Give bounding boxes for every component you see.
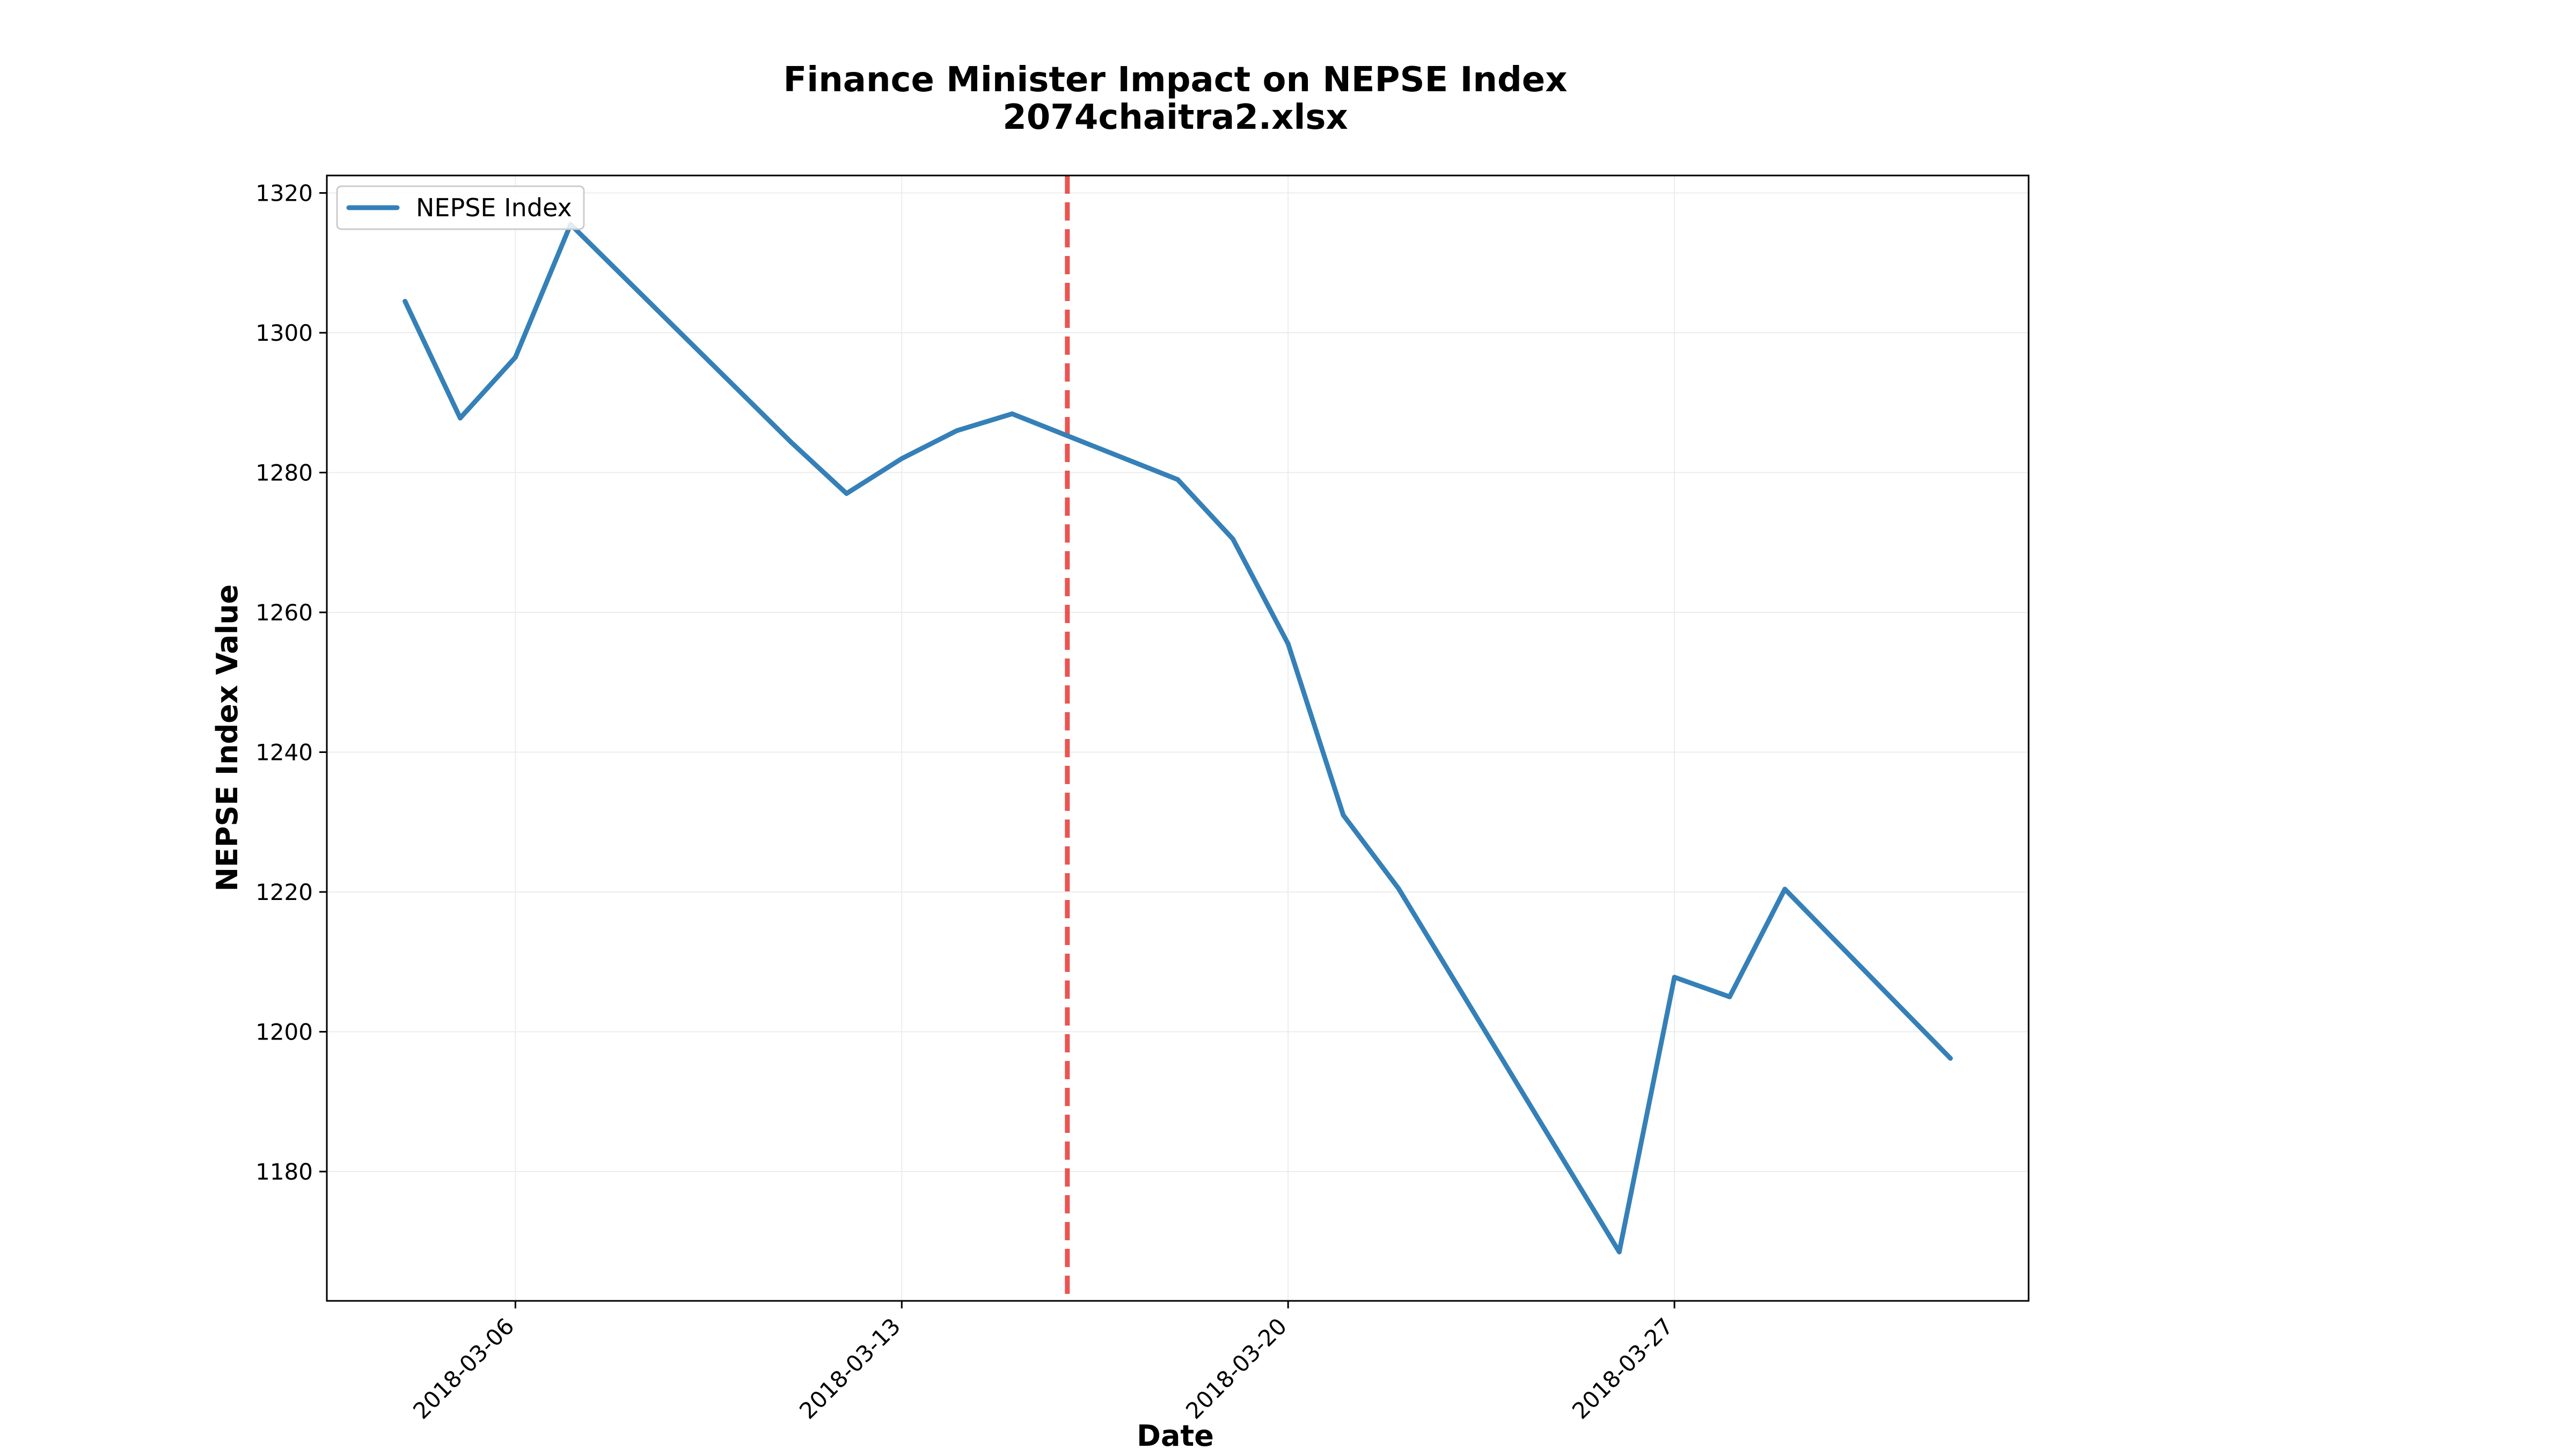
series-line [402,222,1953,1255]
data-point [1230,536,1235,541]
y-tick-label: 1280 [255,460,313,486]
data-point [1175,477,1180,482]
y-axis-label: NEPSE Index Value [210,584,244,892]
data-point [789,440,794,445]
data-point [844,491,849,496]
grid-lines [327,175,2029,1301]
chart-subtitle: 2074chaitra2.xlsx [1002,98,1348,137]
x-tick-label: 2018-03-06 [408,1313,519,1424]
data-point [513,355,518,360]
data-point [1782,887,1788,892]
y-tick-label: 1220 [255,879,313,905]
data-point [1948,1056,1953,1061]
y-tick-label: 1180 [255,1159,313,1185]
y-tick-label: 1320 [255,180,313,207]
plot-frame [326,174,2030,1302]
legend: NEPSE Index [336,185,585,230]
data-point [1672,975,1677,980]
data-point [458,415,463,421]
y-tick-label: 1200 [255,1019,313,1045]
data-point [899,456,904,462]
data-point [954,428,960,433]
legend-entry: NEPSE Index [416,193,572,222]
data-point [402,298,408,304]
x-tick-label: 2018-03-20 [1181,1313,1292,1424]
chart-title: Finance Minister Impact on NEPSE Index [784,60,1568,100]
legend-box [336,185,585,230]
x-tick-label: 2018-03-13 [794,1313,905,1424]
y-tick-label: 1240 [255,740,313,766]
data-point [1009,411,1015,416]
data-point [1616,1249,1622,1255]
data-point [1341,813,1346,818]
data-point [1285,641,1291,647]
y-tick-label: 1300 [255,320,313,346]
data-point [1727,994,1732,999]
axis-ticks: 1180 1200 1220 1240 1260 1280 1300 1320 2018-03-… [255,180,1678,1424]
plot-area [402,175,1953,1301]
x-tick-label: 2018-03-27 [1567,1313,1678,1424]
x-axis-label: Date [1137,1419,1214,1449]
y-tick-label: 1260 [255,599,313,626]
data-point [1396,886,1401,891]
